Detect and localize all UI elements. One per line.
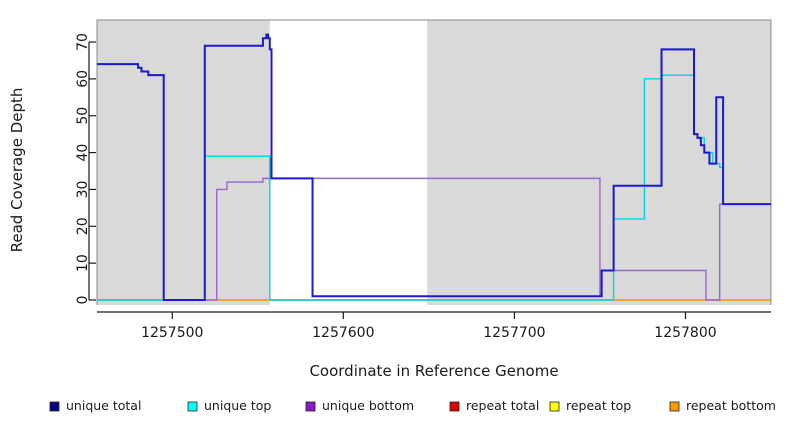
y-tick-label: 20 xyxy=(75,217,91,235)
data-series xyxy=(97,33,771,301)
plot-frame xyxy=(96,19,772,305)
y-tick-label: 30 xyxy=(75,181,91,199)
x-tick-label: 1257500 xyxy=(141,325,203,341)
x-tick-label: 1257800 xyxy=(654,325,716,341)
y-tick-label: 70 xyxy=(75,33,91,51)
legend-swatch xyxy=(669,401,680,412)
legend-swatch xyxy=(305,401,316,412)
legend-label: repeat total xyxy=(466,398,539,413)
y-axis-title: Read Coverage Depth xyxy=(8,88,26,253)
shaded-region-0 xyxy=(97,20,270,305)
y-tick-label: 0 xyxy=(75,296,91,305)
y-tick-label: 60 xyxy=(75,70,91,88)
shaded-regions xyxy=(97,20,771,305)
legend-swatch xyxy=(449,401,460,412)
legend-label: repeat bottom xyxy=(686,398,776,413)
legend-label: unique total xyxy=(66,398,141,413)
legend-swatch xyxy=(49,401,60,412)
y-tick-label: 50 xyxy=(75,107,91,125)
plot-border xyxy=(96,19,772,305)
x-axis-title: Coordinate in Reference Genome xyxy=(309,362,558,380)
shaded-region-1 xyxy=(427,20,771,305)
legend-swatch xyxy=(549,401,560,412)
y-axis-ticks: 0 10 20 30 40 50 60 70 xyxy=(75,33,96,304)
x-tick-label: 1257600 xyxy=(312,325,374,341)
legend-label: repeat top xyxy=(566,398,631,413)
legend-label: unique bottom xyxy=(322,398,414,413)
series-line-unique-total xyxy=(97,33,771,301)
y-tick-label: 40 xyxy=(75,144,91,162)
legend-swatch xyxy=(187,401,198,412)
legend-label: unique top xyxy=(204,398,271,413)
legend: unique total unique top unique bottom repea… xyxy=(49,398,776,413)
y-tick-label: 10 xyxy=(75,254,91,272)
x-axis-ticks: 1257500 1257600 1257700 1257800 xyxy=(97,311,771,341)
x-tick-label: 1257700 xyxy=(483,325,545,341)
